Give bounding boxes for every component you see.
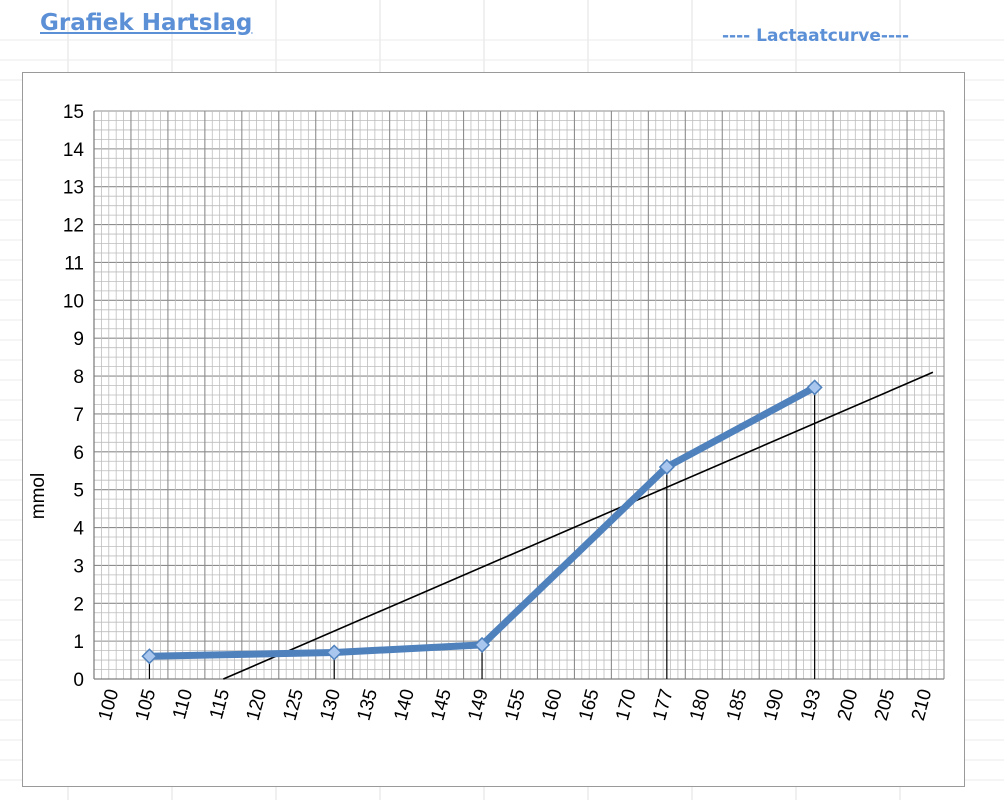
y-tick-label: 10 bbox=[63, 291, 84, 312]
y-tick-label: 13 bbox=[63, 178, 84, 199]
x-tick-label: 120 bbox=[243, 687, 271, 723]
x-tick-label: 210 bbox=[908, 687, 936, 723]
data-point-marker bbox=[658, 458, 675, 476]
y-tick-label: 4 bbox=[73, 519, 84, 540]
y-tick-label: 2 bbox=[73, 594, 84, 615]
x-tick-label: 110 bbox=[169, 687, 197, 722]
x-tick-label: 149 bbox=[464, 687, 492, 723]
x-tick-label: 170 bbox=[612, 687, 640, 723]
x-tick-label: 160 bbox=[538, 687, 566, 723]
y-tick-label: 5 bbox=[73, 481, 84, 502]
x-tick-label: 105 bbox=[132, 687, 160, 723]
y-tick-label: 9 bbox=[73, 329, 84, 350]
x-tick-label: 177 bbox=[649, 687, 677, 723]
x-tick-label: 205 bbox=[871, 687, 899, 723]
x-tick-label: 180 bbox=[686, 687, 714, 723]
x-tick-label: 130 bbox=[317, 687, 345, 723]
y-tick-label: 8 bbox=[73, 367, 84, 388]
chart-subtitle: ---- Lactaatcurve---- bbox=[722, 26, 910, 46]
y-tick-label: 15 bbox=[63, 102, 84, 123]
y-tick-label: 12 bbox=[63, 216, 84, 237]
x-tick-label: 200 bbox=[834, 687, 862, 723]
page-title[interactable]: Grafiek Hartslag bbox=[40, 10, 253, 36]
y-tick-label: 14 bbox=[63, 140, 85, 161]
x-tick-label: 140 bbox=[390, 687, 418, 723]
chart-area[interactable]: 0 1 2 3 4 5 6 7 8 9 10 11 12 13 14 15 100 105 110 115 120 125… bbox=[22, 72, 965, 787]
x-tick-label: 190 bbox=[760, 687, 788, 723]
y-tick-label: 6 bbox=[73, 443, 84, 464]
y-axis-label: mmol bbox=[28, 472, 49, 520]
x-tick-label: 145 bbox=[427, 687, 455, 723]
gridlines bbox=[93, 110, 945, 680]
x-tick-label: 125 bbox=[280, 687, 308, 723]
x-tick-label: 165 bbox=[575, 687, 603, 723]
x-tick-label: 155 bbox=[501, 687, 529, 723]
x-tick-label: 185 bbox=[723, 687, 751, 723]
y-tick-label: 0 bbox=[73, 670, 84, 691]
data-point-marker bbox=[326, 644, 343, 661]
y-tick-label: 1 bbox=[73, 632, 84, 653]
x-tick-label: 135 bbox=[354, 687, 382, 723]
data-point-marker bbox=[806, 379, 823, 396]
data-point-marker bbox=[473, 636, 491, 653]
y-tick-label: 11 bbox=[64, 253, 84, 274]
x-tick-label: 193 bbox=[797, 687, 825, 723]
y-tick-label: 7 bbox=[73, 405, 84, 426]
x-tick-label: 100 bbox=[95, 687, 123, 723]
x-tick-label: 115 bbox=[206, 687, 234, 722]
trendline bbox=[223, 371, 934, 680]
y-tick-label: 3 bbox=[73, 556, 84, 577]
data-point-marker bbox=[141, 648, 158, 665]
